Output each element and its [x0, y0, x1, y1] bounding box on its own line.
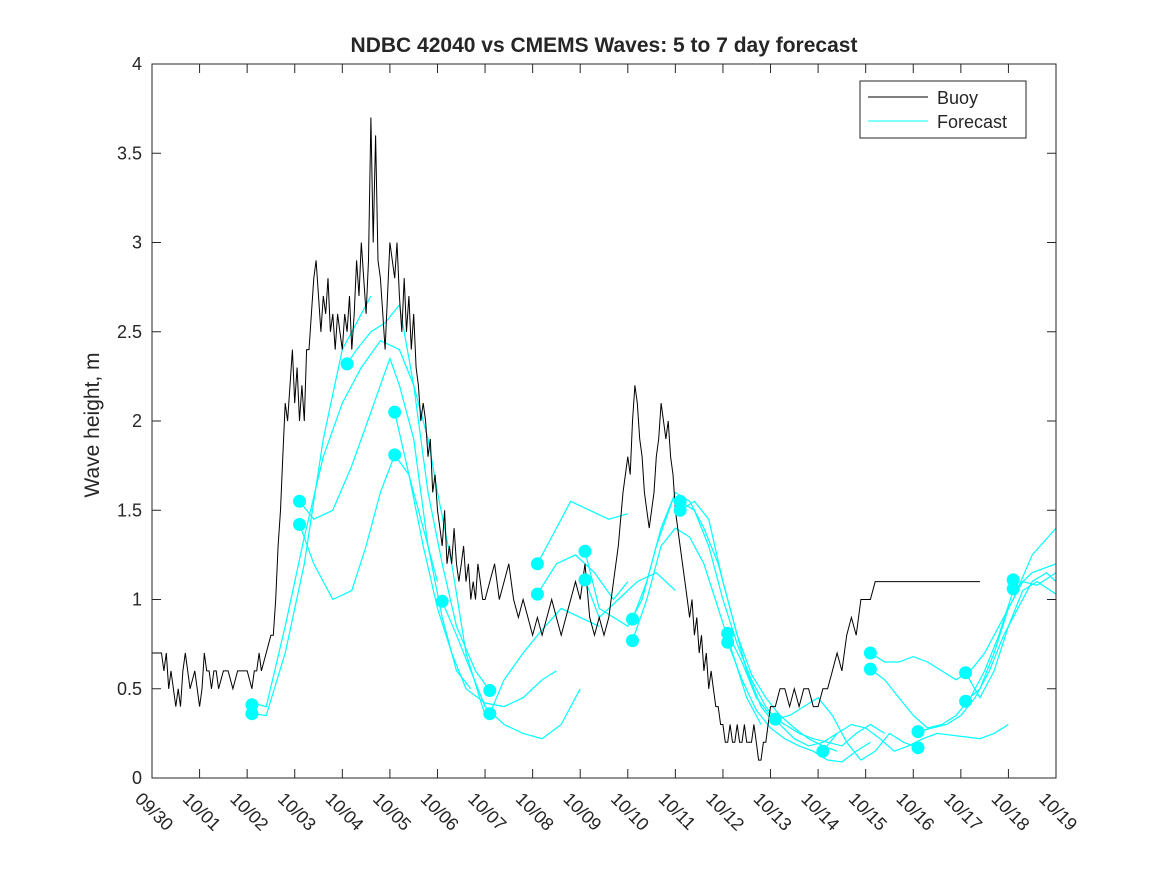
forecast-line-2	[299, 356, 472, 690]
forecast-marker-4	[340, 357, 354, 371]
x-tick-label: 10/11	[655, 789, 700, 834]
y-tick-label: 0.5	[117, 679, 142, 699]
x-tick-label: 10/19	[1035, 789, 1081, 835]
forecast-line-22	[917, 571, 1056, 733]
forecast-marker-13	[578, 573, 592, 587]
forecast-marker-9	[483, 707, 497, 721]
forecast-marker-20	[768, 712, 782, 726]
forecast-line-11	[584, 571, 676, 619]
forecast-marker-27	[959, 694, 973, 708]
forecast-marker-3	[293, 518, 306, 531]
y-tick-label: 3	[132, 233, 142, 253]
forecast-line-13	[631, 527, 762, 725]
forecast-line-6	[441, 601, 581, 740]
x-tick-label: 10/12	[702, 789, 748, 835]
forecast-line-4	[346, 303, 491, 691]
forecast-line-3	[298, 453, 439, 601]
forecast-marker-1	[245, 707, 259, 721]
x-tick-label: 10/17	[940, 789, 986, 835]
forecast-marker-5	[388, 405, 402, 419]
forecast-marker-28	[1006, 573, 1020, 587]
y-tick-label: 2	[132, 411, 142, 431]
forecast-line-15	[679, 500, 838, 752]
x-tick-label: 10/09	[559, 789, 605, 835]
x-tick-label: 09/30	[131, 789, 177, 835]
forecast-marker-7	[435, 594, 449, 608]
x-tick-label: 10/16	[892, 789, 938, 835]
forecast-line-8	[536, 500, 628, 565]
x-tick-label: 10/13	[750, 789, 796, 835]
x-tick-label: 10/08	[512, 789, 558, 835]
forecast-marker-11	[530, 587, 544, 601]
legend: Buoy Forecast	[859, 80, 1027, 139]
x-tick-label: 10/03	[274, 789, 320, 835]
x-tick-label: 10/06	[417, 789, 463, 835]
y-tick-label: 1.5	[117, 500, 142, 520]
x-tick-label: 10/02	[226, 789, 272, 835]
legend-forecast-label: Forecast	[937, 112, 1007, 132]
forecast-marker-25	[911, 741, 925, 755]
y-tick-label: 3.5	[117, 143, 142, 163]
forecast-marker-19	[721, 635, 735, 649]
forecast-line-23	[965, 580, 1056, 699]
forecast-marker-18	[721, 626, 735, 640]
forecast-marker-17	[673, 503, 687, 517]
x-tick-label: 10/05	[369, 789, 415, 835]
forecast-line-0	[251, 339, 486, 716]
forecast-marker-8	[483, 684, 497, 697]
forecast-marker-26	[959, 666, 973, 680]
forecast-line-10	[584, 492, 676, 628]
forecast-marker-14	[626, 612, 639, 626]
forecast-marker-16	[673, 494, 687, 508]
y-tick-label: 4	[132, 54, 142, 74]
forecast-marker-23	[863, 662, 877, 676]
forecast-marker-22	[863, 646, 877, 660]
forecast-line-7	[489, 607, 600, 714]
y-tick-label: 0	[132, 768, 142, 788]
forecast-marker-21	[816, 744, 830, 758]
legend-buoy-label: Buoy	[937, 88, 978, 108]
forecast-line-17	[727, 642, 871, 763]
y-tick-label: 1	[132, 590, 142, 610]
y-axis-label: Wave height, m	[81, 352, 104, 497]
forecast-marker-10	[530, 557, 544, 571]
forecast-line-5	[394, 411, 557, 708]
forecast-marker-0	[245, 698, 259, 712]
forecast-marker-15	[626, 634, 639, 648]
forecast-line-1	[251, 295, 372, 717]
buoy-line	[152, 117, 980, 761]
forecast-line-18	[775, 696, 919, 761]
forecast-line-20	[870, 527, 1056, 681]
x-tick-label: 10/04	[321, 789, 367, 835]
plot-area	[152, 117, 1056, 763]
forecast-line-12	[631, 491, 776, 725]
x-tick-label: 10/18	[988, 789, 1034, 835]
x-tick-label: 10/07	[464, 789, 510, 835]
forecast-line-14	[679, 500, 838, 747]
forecast-line-16	[727, 633, 886, 747]
forecast-marker-24	[911, 725, 925, 739]
forecast-marker-29	[1006, 582, 1020, 596]
x-tick-label: 10/14	[797, 789, 843, 835]
forecast-marker-2	[293, 494, 306, 508]
forecast-marker-12	[578, 544, 592, 558]
x-tick-label: 10/15	[845, 789, 891, 835]
forecast-line-24	[965, 572, 1056, 702]
forecast-marker-6	[388, 448, 402, 462]
legend-frame	[859, 80, 1027, 139]
x-tick-label: 10/01	[179, 789, 225, 835]
x-tick-label: 10/10	[607, 789, 653, 835]
chart-title: NDBC 42040 vs CMEMS Waves: 5 to 7 day fo…	[351, 34, 858, 57]
y-tick-label: 2.5	[117, 322, 142, 342]
